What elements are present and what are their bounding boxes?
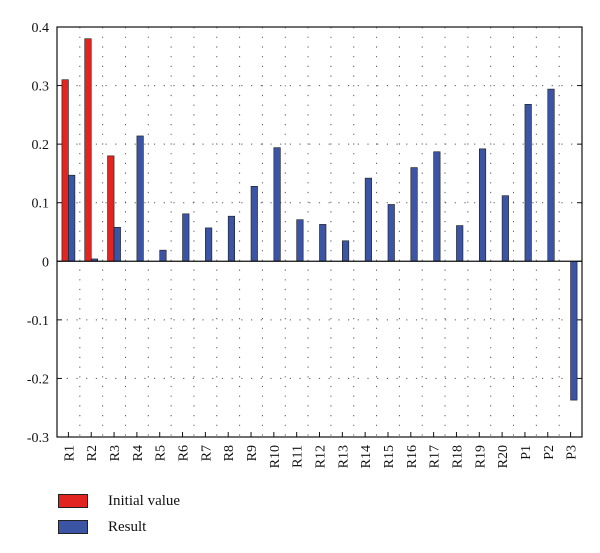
bar-result-r11	[296, 219, 304, 262]
x-tick-label-p3: P3	[565, 445, 580, 460]
bar-result-r3	[113, 227, 121, 262]
bar-result-r13	[342, 240, 350, 262]
legend-label-initial-value: Initial value	[108, 492, 181, 509]
x-tick-label-r7: R7	[199, 445, 214, 461]
bar-result-r1	[68, 174, 76, 262]
x-tick-label-r3: R3	[108, 445, 123, 461]
x-tick-label-r17: R17	[428, 445, 443, 468]
legend-label-result: Result	[108, 518, 147, 535]
bar-result-p1	[524, 104, 532, 262]
bar-result-r17	[433, 151, 441, 262]
bar-result-r7	[205, 227, 213, 262]
y-tick-label: 0.4	[32, 21, 50, 36]
bar-result-p2	[547, 88, 555, 262]
bar-result-r18	[456, 225, 464, 262]
x-tick-labels: R1 R2 R3 R4 R5 R6 R7 R8 R9 R10 R11 R12 R13 R14 R15 R16 R…	[62, 445, 579, 468]
x-tick-label-r2: R2	[85, 445, 100, 461]
x-tick-label-r8: R8	[222, 445, 237, 461]
x-tick-label-r9: R9	[245, 445, 260, 461]
x-tick-label-r11: R11	[291, 445, 306, 468]
bar-result-r9	[250, 186, 258, 262]
bar-result-r6	[182, 213, 190, 262]
legend-swatch-initial-value	[58, 494, 88, 508]
bar-result-r5	[159, 249, 167, 262]
y-tick-label: -0.1	[27, 314, 49, 329]
bar-result-r15	[387, 204, 395, 262]
x-tick-label-r5: R5	[154, 445, 169, 461]
y-tick-label: 0.1	[32, 197, 50, 212]
bars	[61, 38, 578, 401]
x-tick-label-r13: R13	[336, 445, 351, 468]
x-tick-label-r18: R18	[450, 445, 465, 468]
x-tick-label-p2: P2	[542, 445, 557, 460]
bar-initial-value-r2	[84, 38, 92, 262]
bar-result-p3	[570, 260, 578, 401]
bar-initial-value-r1	[61, 79, 69, 262]
x-tick-label-r19: R19	[473, 445, 488, 468]
axes	[56, 26, 583, 438]
y-tick-label: 0.3	[32, 80, 50, 95]
bar-result-r10	[273, 147, 281, 262]
x-tick-label-p1: P1	[519, 445, 534, 460]
x-tick-label-r16: R16	[405, 445, 420, 468]
bar-result-r4	[136, 135, 144, 262]
legend-swatch-result	[58, 520, 88, 534]
bar-result-r8	[227, 215, 235, 262]
legend-item-initial-value: Initial value	[58, 488, 180, 514]
bar-result-r19	[478, 148, 487, 262]
bar-initial-value-r3	[107, 155, 115, 262]
y-tick-label: -0.2	[27, 372, 49, 387]
x-tick-label-r15: R15	[382, 445, 397, 468]
bar-result-r14	[364, 177, 372, 262]
legend: Initial value Result	[58, 488, 180, 540]
x-tick-label-r6: R6	[177, 445, 192, 461]
x-tick-label-r4: R4	[131, 445, 146, 461]
y-tick-labels: 0.4 0.3 0.2 0.1 0 -0.1 -0.2 -0.3	[27, 21, 49, 446]
legend-item-result: Result	[58, 514, 180, 540]
grid-lines	[57, 27, 582, 437]
bar-result-r16	[410, 167, 418, 262]
bar-result-r20	[501, 195, 509, 262]
x-tick-label-r20: R20	[496, 445, 511, 468]
bar-result-r12	[319, 224, 327, 262]
x-tick-label-r1: R1	[62, 445, 77, 461]
y-tick-label: 0	[42, 255, 49, 270]
y-tick-label: -0.3	[27, 431, 49, 446]
x-tick-label-r10: R10	[268, 445, 283, 468]
x-tick-label-r12: R12	[314, 445, 329, 468]
y-tick-label: 0.2	[32, 138, 50, 153]
x-tick-label-r14: R14	[359, 445, 374, 468]
